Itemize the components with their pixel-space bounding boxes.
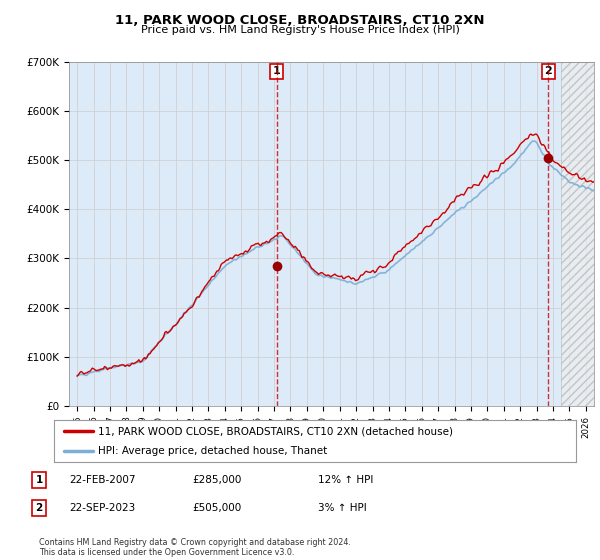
- Text: 3% ↑ HPI: 3% ↑ HPI: [318, 503, 367, 513]
- Text: Contains HM Land Registry data © Crown copyright and database right 2024.
This d: Contains HM Land Registry data © Crown c…: [39, 538, 351, 557]
- Text: HPI: Average price, detached house, Thanet: HPI: Average price, detached house, Than…: [98, 446, 328, 456]
- Text: 11, PARK WOOD CLOSE, BROADSTAIRS, CT10 2XN (detached house): 11, PARK WOOD CLOSE, BROADSTAIRS, CT10 2…: [98, 426, 454, 436]
- Text: 12% ↑ HPI: 12% ↑ HPI: [318, 475, 373, 485]
- Text: Price paid vs. HM Land Registry's House Price Index (HPI): Price paid vs. HM Land Registry's House …: [140, 25, 460, 35]
- Text: 11, PARK WOOD CLOSE, BROADSTAIRS, CT10 2XN: 11, PARK WOOD CLOSE, BROADSTAIRS, CT10 2…: [115, 14, 485, 27]
- Text: 22-SEP-2023: 22-SEP-2023: [69, 503, 135, 513]
- Text: £285,000: £285,000: [192, 475, 241, 485]
- Text: 22-FEB-2007: 22-FEB-2007: [69, 475, 136, 485]
- Text: 1: 1: [35, 475, 43, 485]
- Text: 2: 2: [35, 503, 43, 513]
- Text: 2: 2: [545, 67, 552, 77]
- Text: 1: 1: [272, 67, 280, 77]
- Bar: [561, 62, 594, 406]
- Bar: [561, 62, 594, 406]
- Text: £505,000: £505,000: [192, 503, 241, 513]
